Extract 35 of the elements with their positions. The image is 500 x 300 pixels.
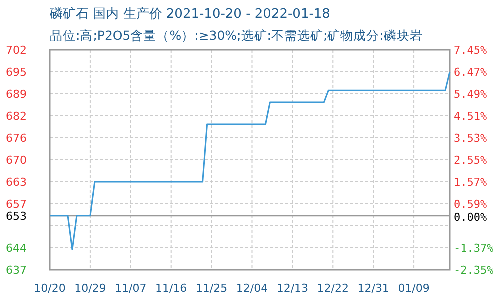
y2-tick-label: 0.00% [454,211,488,224]
y2-tick-label: -1.37% [454,242,494,255]
y2-tick-label: 4.51% [454,110,488,123]
x-tick-label: 12/04 [236,282,268,295]
y-tick-label: 637 [6,264,27,277]
x-tick-label: 12/31 [358,282,390,295]
y2-tick-label: 5.49% [454,88,488,101]
line-series [49,71,451,250]
x-tick-label: 12/13 [276,282,309,295]
x-tick-label: 12/22 [317,282,349,295]
y-tick-label: 644 [6,242,27,255]
y-tick-label: 653 [6,210,27,223]
chart-title: 磷矿石 国内 生产价 2021-10-20 - 2022-01-18 [49,7,330,22]
y2-tick-label: 0.59% [454,198,488,211]
y2-tick-label: -2.35% [454,264,494,277]
y2-tick-label: 3.53% [454,132,488,145]
y-tick-label: 676 [6,132,27,145]
x-tick-label: 10/29 [74,282,106,295]
y-tick-label: 670 [6,154,27,167]
y-tick-label: 702 [6,44,27,57]
x-tick-label: 10/20 [34,282,66,295]
y-tick-label: 663 [6,176,27,189]
y2-tick-label: 1.57% [454,176,488,189]
chart-subtitle: 品位:高;P2O5含量（%）:≥30%;选矿:不需选矿;矿物成分:磷块岩 [50,28,423,43]
y-tick-label: 657 [6,198,27,211]
y2-tick-label: 7.45% [454,44,488,57]
x-tick-label: 11/25 [196,282,228,295]
y-tick-label: 689 [6,88,27,101]
x-tick-label: 11/07 [115,282,147,295]
y2-tick-label: 2.55% [454,154,488,167]
x-tick-label: 11/16 [155,282,188,295]
x-tick-label: 01/09 [398,282,430,295]
y-tick-label: 695 [6,66,27,79]
y-tick-label: 682 [6,110,27,123]
y2-tick-label: 6.47% [454,66,488,79]
